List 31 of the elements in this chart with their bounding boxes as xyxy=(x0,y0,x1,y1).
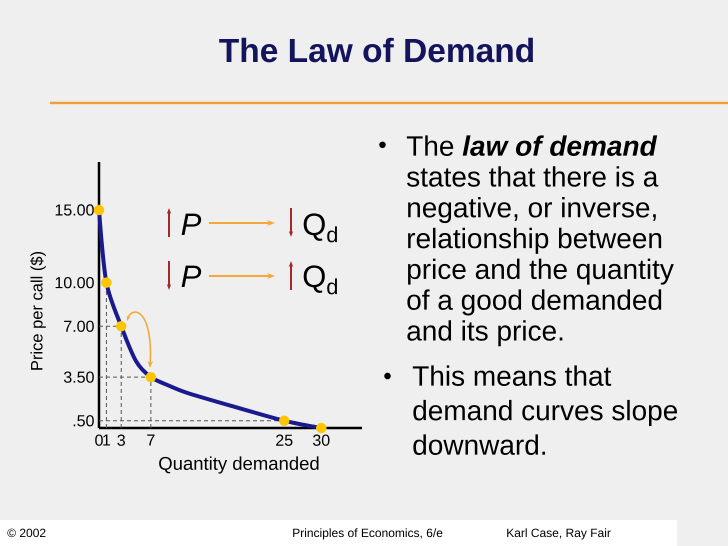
x-tick-label: 3 xyxy=(117,434,125,446)
y-tick-label: .50 xyxy=(74,415,94,426)
point xyxy=(279,416,290,426)
text: • xyxy=(379,142,386,148)
x-tick-label: 1 xyxy=(103,434,110,446)
text: Karl Case, Ray Fair xyxy=(507,528,611,540)
point xyxy=(94,204,104,216)
annotation: Q$_{d}$ xyxy=(304,213,337,242)
x-tick-label: 30 xyxy=(312,434,330,446)
x-axis-title: Quantity demanded xyxy=(159,456,319,474)
annotation: Q$_{d}$ xyxy=(304,265,337,294)
y-tick-label: 3.50 xyxy=(64,371,94,383)
chart-title: The Law of Demand xyxy=(219,38,533,62)
text: • xyxy=(384,372,391,380)
point xyxy=(116,321,126,332)
text: The law of demand states that there is a negative, or inverse, relationship between price and the quantity of a good demanded and its price. xyxy=(406,135,674,346)
y-tick-label: 15.00 xyxy=(56,204,94,216)
y-tick-label: 7.00 xyxy=(64,320,94,332)
x-tick-label: 0 xyxy=(95,434,103,446)
point xyxy=(146,372,156,382)
text: © 2002 xyxy=(7,528,46,538)
y-tick-label: 10.00 xyxy=(56,276,94,288)
point xyxy=(316,422,326,434)
annotation: P xyxy=(182,214,202,235)
text: This means that demand curves slope downward. xyxy=(412,365,678,455)
x-tick-label: 25 xyxy=(276,434,292,446)
y-axis-title: Price per call ($) xyxy=(30,252,46,370)
annotation: P xyxy=(182,266,202,287)
x-tick-label: 7 xyxy=(147,434,155,446)
text: Principles of Economics, 6/e xyxy=(293,528,442,540)
point xyxy=(101,277,112,288)
